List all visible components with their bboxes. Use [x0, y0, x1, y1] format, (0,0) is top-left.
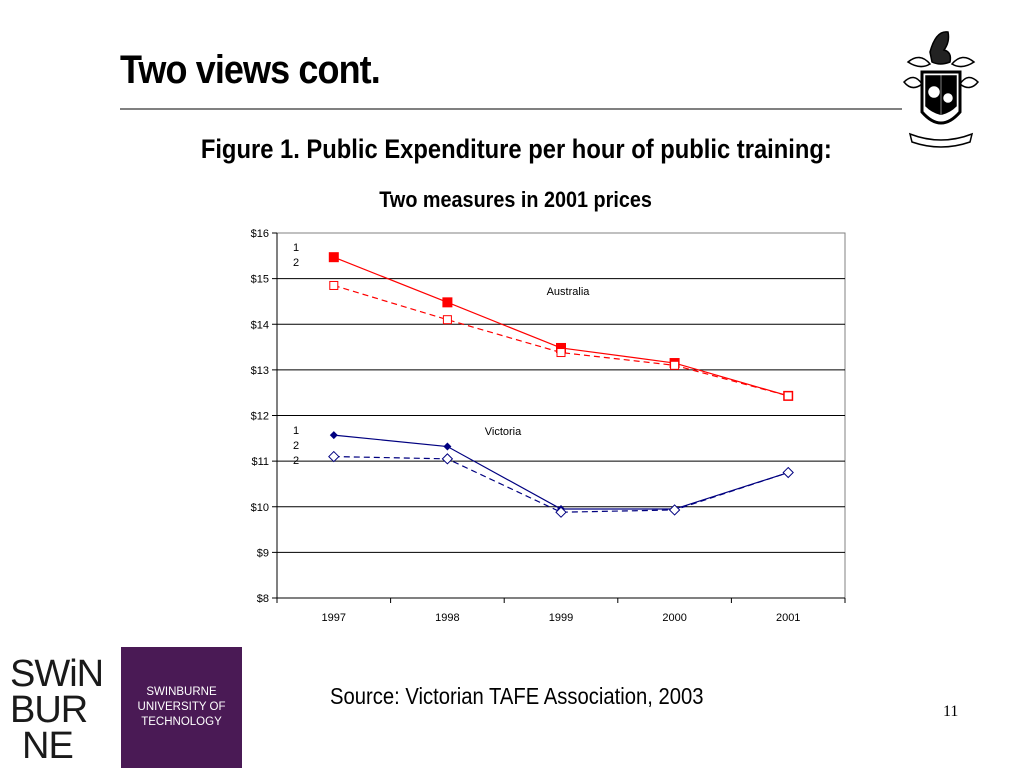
data-point [329, 431, 338, 440]
data-point [443, 442, 452, 451]
logo-text-line: TECHNOLOGY [141, 716, 222, 728]
y-tick-label: $9 [257, 547, 269, 559]
y-tick-label: $8 [257, 593, 269, 605]
x-tick-label: 1998 [435, 612, 459, 624]
y-tick-label: $10 [251, 502, 269, 514]
y-tick-label: $15 [251, 274, 269, 286]
data-point [328, 450, 340, 463]
data-point [783, 391, 793, 401]
y-tick-label: $16 [251, 228, 269, 240]
data-point [556, 348, 566, 358]
y-tick-label: $13 [251, 365, 269, 377]
data-point [328, 252, 339, 263]
legend-label-australia: 1 [293, 242, 299, 254]
logo-text-line: UNIVERSITY OF [137, 701, 226, 713]
figure-subtitle: Two measures in 2001 prices [379, 187, 652, 212]
wordmark-line: SWiN [10, 653, 104, 695]
data-point [555, 506, 567, 518]
source-citation: Source: Victorian TAFE Association, 2003 [330, 683, 704, 709]
coat-of-arms-icon [902, 31, 980, 148]
legend-label-australia: 2 [293, 257, 299, 269]
data-point [442, 297, 453, 308]
logo-text-line: SWINBURNE [146, 686, 217, 698]
logo-wordmark: SWiN BUR NE [0, 647, 121, 768]
annotation-australia: Australia [547, 286, 591, 298]
wordmark-line: NE [22, 725, 74, 767]
slide-title: Two views cont. [120, 48, 381, 92]
y-tick-label: $14 [251, 319, 269, 331]
series-line [333, 455, 789, 513]
x-tick-label: 1999 [549, 612, 573, 624]
series-line [333, 284, 789, 397]
university-logo: SWiN BUR NE SWINBURNE UNIVERSITY OF TECH… [0, 647, 242, 768]
legend-label-victoria: 1 [293, 425, 299, 437]
legend-label-victoria: 2 [293, 455, 299, 467]
data-point [556, 342, 566, 353]
data-point [442, 315, 452, 325]
data-point [329, 280, 339, 290]
wordmark-line: BUR [10, 689, 88, 731]
data-point [668, 504, 681, 516]
legend-label-victoria: 2 [293, 440, 299, 452]
x-tick-label: 1997 [322, 612, 346, 624]
annotation-victoria: Victoria [485, 426, 522, 438]
y-tick-label: $12 [251, 411, 269, 423]
x-tick-label: 2000 [662, 612, 686, 624]
figure-title: Figure 1. Public Expenditure per hour of… [200, 134, 832, 164]
x-tick-label: 2001 [776, 612, 800, 624]
page-number: 11 [943, 703, 959, 720]
title-divider [120, 108, 902, 110]
logo-text-panel: SWINBURNE UNIVERSITY OF TECHNOLOGY [121, 647, 242, 768]
data-point [782, 466, 794, 479]
y-tick-label: $11 [251, 456, 269, 468]
data-point [670, 360, 680, 370]
data-point [441, 453, 454, 465]
